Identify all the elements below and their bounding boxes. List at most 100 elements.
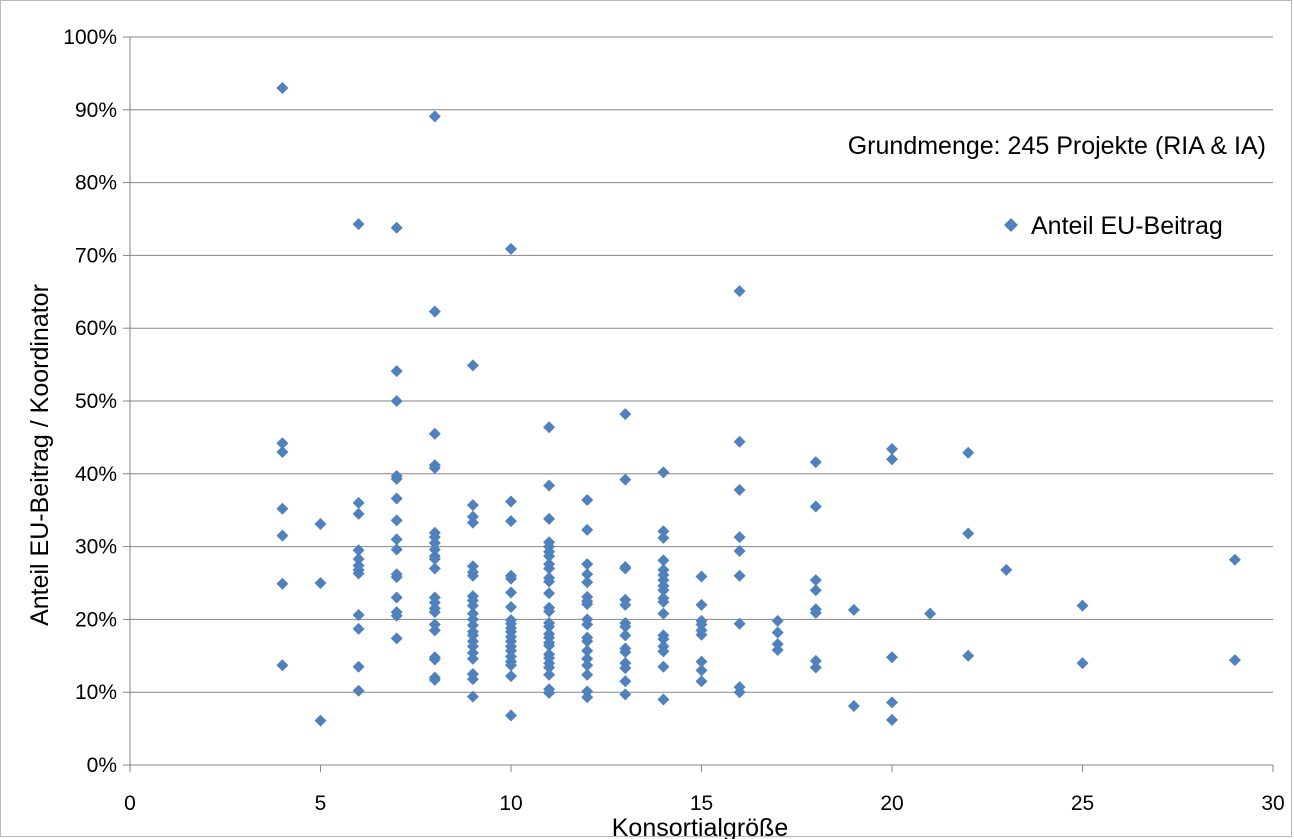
data-point	[390, 365, 403, 378]
data-point	[428, 624, 441, 637]
data-point	[428, 110, 441, 123]
data-point	[466, 599, 479, 612]
x-tick-label: 5	[315, 792, 327, 815]
legend: Anteil EU-Beitrag	[1004, 212, 1223, 240]
data-point	[1228, 553, 1241, 566]
data-point	[657, 607, 670, 620]
data-point	[352, 507, 365, 520]
data-point	[657, 660, 670, 673]
data-point	[619, 662, 632, 675]
legend-marker-icon	[1004, 218, 1018, 232]
data-point	[619, 562, 632, 575]
data-point	[619, 688, 632, 701]
x-axis-ticks: 0 5 10 15 20 25 30	[124, 765, 1285, 815]
data-point	[581, 494, 594, 507]
data-point	[352, 496, 365, 509]
data-point	[352, 622, 365, 635]
data-point	[619, 598, 632, 611]
data-point	[581, 568, 594, 581]
y-tick-label: 80%	[75, 172, 117, 195]
data-point	[657, 633, 670, 646]
y-tick-label: 40%	[75, 463, 117, 486]
data-point	[543, 575, 556, 588]
data-point	[657, 595, 670, 608]
data-point	[771, 614, 784, 627]
data-point	[505, 515, 517, 528]
data-point	[428, 305, 441, 318]
data-point	[657, 531, 670, 544]
data-point	[733, 285, 746, 298]
data-point	[390, 492, 403, 505]
data-point	[390, 395, 403, 407]
data-point	[543, 620, 556, 633]
data-point	[733, 686, 746, 699]
data-point	[924, 607, 937, 620]
data-point	[886, 713, 898, 726]
data-point	[428, 536, 441, 549]
data-point	[352, 218, 365, 231]
data-point	[505, 670, 517, 683]
data-point	[390, 533, 403, 546]
data-point	[657, 584, 670, 597]
data-point	[466, 640, 479, 653]
data-point	[809, 661, 822, 674]
data-point	[581, 576, 594, 589]
data-point	[581, 652, 594, 665]
data-point	[619, 408, 632, 421]
data-point	[657, 554, 670, 567]
data-point	[390, 472, 403, 485]
data-point	[314, 714, 327, 727]
data-point	[466, 516, 479, 529]
data-point	[428, 543, 441, 556]
y-tick-label: 90%	[75, 99, 117, 122]
data-point	[733, 569, 746, 582]
data-point	[1076, 657, 1089, 670]
data-point	[581, 691, 594, 704]
y-tick-label: 100%	[63, 26, 117, 49]
data-point	[695, 570, 708, 583]
data-point	[428, 673, 441, 686]
y-axis-title: Anteil EU-Beitrag / Koordinator	[26, 284, 54, 626]
x-tick-label: 25	[1071, 792, 1094, 815]
data-point	[352, 544, 365, 557]
data-point	[390, 591, 403, 604]
data-point	[505, 495, 517, 508]
data-point	[466, 569, 479, 582]
data-point	[695, 628, 708, 641]
data-point	[886, 443, 898, 456]
data-point	[581, 558, 594, 571]
data-point	[695, 598, 708, 611]
data-point	[390, 543, 403, 556]
data-point	[733, 483, 746, 496]
data-point	[1076, 599, 1089, 612]
data-point	[276, 81, 289, 94]
data-point	[581, 523, 594, 536]
data-point	[314, 577, 327, 589]
x-axis-title: Konsortialgröße	[612, 814, 788, 839]
data-point	[466, 673, 479, 686]
y-tick-label: 60%	[75, 317, 117, 340]
data-point	[276, 529, 289, 542]
data-point	[657, 693, 670, 706]
y-tick-label: 0%	[87, 754, 117, 777]
data-point	[733, 531, 746, 544]
data-point	[619, 473, 632, 486]
data-point	[581, 618, 594, 631]
data-point	[276, 659, 289, 672]
data-point	[352, 660, 365, 673]
data-point	[543, 512, 556, 525]
sample-size-annotation: Grundmenge: 245 Projekte (RIA & IA)	[848, 132, 1266, 160]
data-point	[390, 221, 403, 234]
data-point	[809, 500, 822, 513]
data-point	[543, 605, 556, 618]
data-point	[466, 652, 479, 665]
data-point	[886, 651, 898, 664]
data-point	[886, 453, 898, 466]
y-axis-ticks: 0% 10% 20% 30% 40% 50% 60% 70% 80% 90% 100%	[63, 26, 130, 777]
x-tick-label: 15	[690, 792, 713, 815]
data-point	[466, 690, 479, 703]
data-point	[390, 514, 403, 527]
data-point	[352, 684, 365, 697]
data-point	[466, 359, 479, 372]
